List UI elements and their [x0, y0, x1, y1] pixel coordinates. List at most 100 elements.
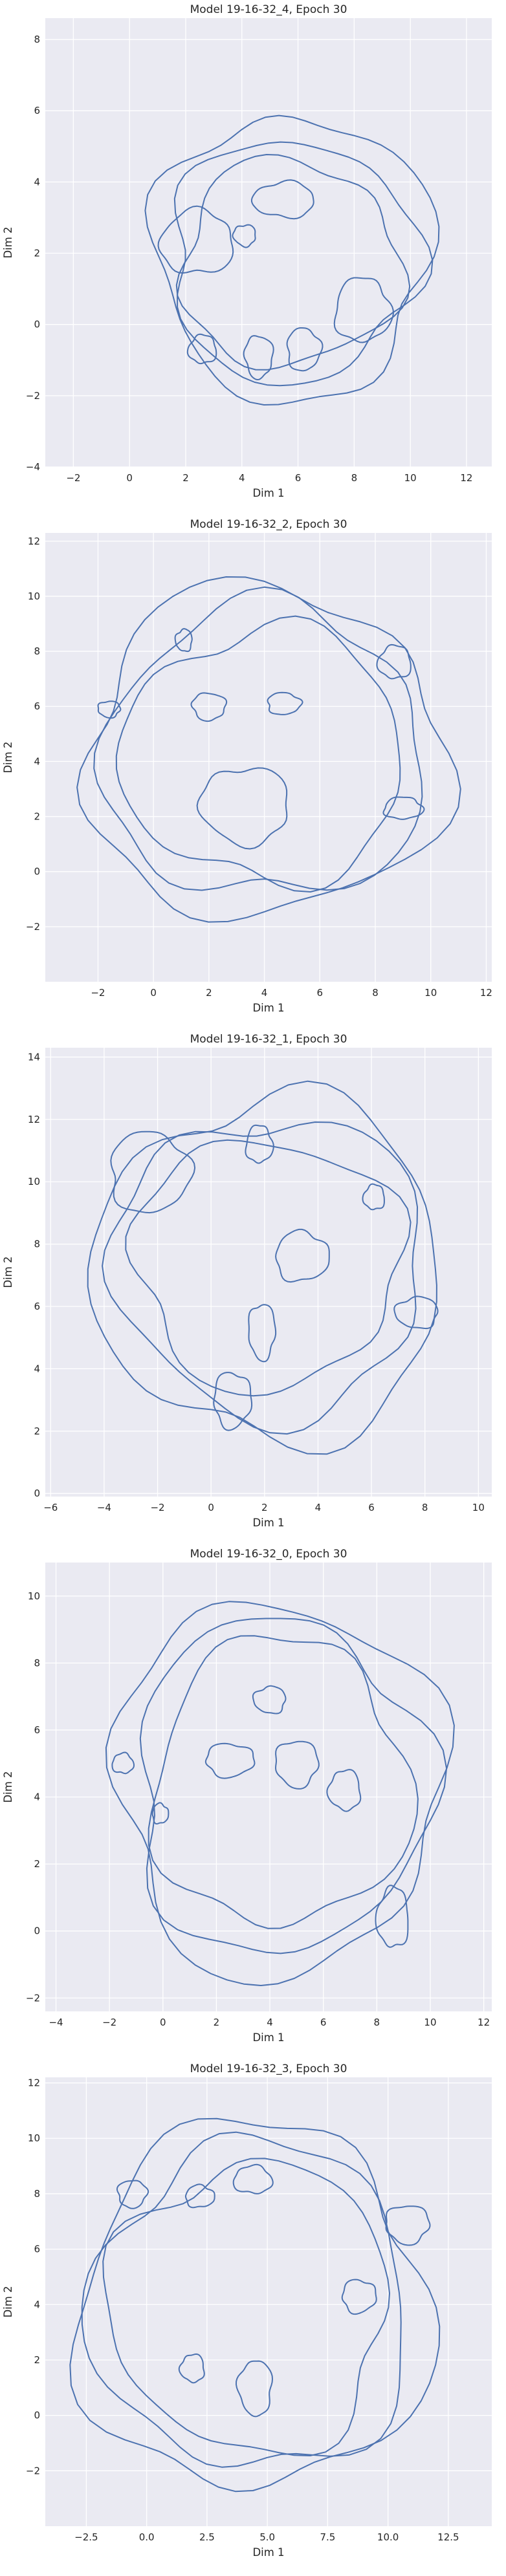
density-contour [110, 1131, 196, 1214]
x-tick-label: 8 [422, 1502, 428, 1513]
density-contour [102, 1121, 418, 1435]
x-tick-label: 4 [239, 472, 245, 484]
density-contour [393, 1295, 439, 1330]
x-tick-label: −2 [91, 987, 105, 999]
density-contour [174, 628, 193, 653]
y-tick-label: 4 [34, 1363, 40, 1374]
density-contour [213, 1372, 253, 1431]
density-contour [250, 179, 314, 220]
y-tick-label: 0 [34, 1925, 40, 1937]
x-tick-label: 4 [261, 987, 268, 999]
y-tick-label: −2 [26, 2465, 40, 2476]
x-tick-label: 2 [182, 472, 189, 484]
density-contour [243, 335, 274, 380]
y-tick-label: −2 [26, 390, 40, 402]
x-tick-label: 5.0 [259, 2531, 275, 2543]
density-contour [204, 1742, 256, 1779]
density-contour [157, 205, 234, 274]
y-tick-label: 4 [34, 176, 40, 188]
density-contour [139, 1618, 448, 1954]
density-contour [76, 576, 461, 923]
y-axis-label: Dim 2 [2, 1256, 14, 1288]
x-tick-label: 10 [424, 2017, 436, 2028]
y-tick-label: 6 [34, 1724, 40, 1736]
plot-area [45, 533, 492, 982]
y-tick-label: 12 [28, 536, 40, 547]
chart-title: Model 19-16-32_3, Epoch 30 [190, 2062, 347, 2075]
x-tick-label: 0.0 [139, 2531, 155, 2543]
plot-area [45, 1048, 492, 1497]
chart-panel-3: −6 −4 −2 0 2 4 6 8 10 0 2 4 6 8 10 12 14 Model 19-16-32_1… [0, 1030, 506, 1544]
density-contour [105, 1601, 455, 1986]
y-tick-label: 0 [34, 1488, 40, 1499]
y-tick-label: 8 [34, 2188, 40, 2200]
density-contour [184, 2183, 215, 2209]
chart-title: Model 19-16-32_1, Epoch 30 [190, 1033, 347, 1046]
y-tick-label: 2 [34, 2354, 40, 2366]
density-contour [267, 691, 303, 715]
y-tick-label: 2 [34, 811, 40, 823]
x-tick-label: 6 [295, 472, 302, 484]
y-tick-label: 6 [34, 1301, 40, 1312]
density-contour [111, 1751, 135, 1775]
density-contour [116, 2180, 149, 2209]
plot-area [45, 18, 492, 467]
x-tick-label: −2 [150, 1502, 164, 1513]
density-contour [252, 1685, 287, 1715]
density-contour [144, 114, 440, 406]
x-axis-label: Dim 1 [252, 487, 284, 499]
x-axis-label: Dim 1 [252, 2546, 284, 2559]
y-tick-label: 6 [34, 105, 40, 116]
x-tick-label: 0 [160, 2017, 166, 2028]
x-tick-label: 10 [424, 987, 437, 999]
y-tick-label: 4 [34, 755, 40, 767]
x-tick-label: 6 [320, 2017, 327, 2028]
x-tick-label: 6 [317, 987, 324, 999]
y-tick-label: 4 [34, 1791, 40, 1803]
density-contour [87, 1080, 437, 1455]
x-tick-label: 10 [472, 1502, 485, 1513]
y-tick-label: −2 [26, 921, 40, 933]
x-tick-label: 2 [214, 2017, 220, 2028]
density-contour [97, 700, 122, 719]
y-tick-label: 14 [28, 1051, 40, 1063]
y-tick-label: 6 [34, 700, 40, 712]
x-tick-label: 12 [480, 987, 492, 999]
y-tick-label: 2 [34, 1425, 40, 1437]
density-contour [275, 1228, 330, 1283]
y-tick-label: 10 [28, 2132, 40, 2144]
x-tick-label: 8 [372, 987, 379, 999]
x-tick-label: 2.5 [199, 2531, 215, 2543]
x-tick-label: −4 [97, 1502, 111, 1513]
density-contour [232, 2163, 274, 2194]
x-axis-label: Dim 1 [252, 1517, 284, 1529]
y-tick-label: 0 [34, 866, 40, 878]
density-contour [286, 327, 324, 372]
x-tick-label: 4 [315, 1502, 322, 1513]
density-contour [245, 1124, 274, 1164]
density-contour [186, 333, 217, 365]
x-tick-label: 12 [478, 2017, 490, 2028]
y-tick-label: 8 [34, 34, 40, 45]
y-axis-label: Dim 2 [2, 741, 14, 773]
x-tick-label: 6 [368, 1502, 375, 1513]
x-tick-label: −2 [66, 472, 80, 484]
x-tick-label: 0 [208, 1502, 214, 1513]
density-contour [125, 1139, 412, 1397]
density-contour [93, 586, 423, 891]
density-contour [341, 2278, 377, 2315]
chart-panel-1: −2 0 2 4 6 8 10 12 −4 −2 0 2 4 6 8 Model 19-16-32_4, Ep… [0, 0, 506, 515]
density-contour [115, 615, 401, 893]
chart-title: Model 19-16-32_2, Epoch 30 [190, 518, 347, 531]
x-tick-label: 8 [374, 2017, 380, 2028]
x-tick-label: 4 [267, 2017, 273, 2028]
y-tick-label: 8 [34, 1657, 40, 1669]
x-tick-label: −6 [43, 1502, 58, 1513]
x-axis-label: Dim 1 [252, 2031, 284, 2044]
chart-svg: −2 0 2 4 6 8 10 12 −2 0 2 4 6 8 10 12 Model 19-16-32_2, … [2, 518, 492, 1014]
y-tick-label: 12 [28, 2077, 40, 2089]
chart-svg: −6 −4 −2 0 2 4 6 8 10 0 2 4 6 8 10 12 14 Model 19-16-32_1… [2, 1033, 492, 1529]
x-tick-label: −2.5 [74, 2531, 98, 2543]
x-tick-label: 12.5 [437, 2531, 459, 2543]
x-tick-label: −2 [102, 2017, 116, 2028]
